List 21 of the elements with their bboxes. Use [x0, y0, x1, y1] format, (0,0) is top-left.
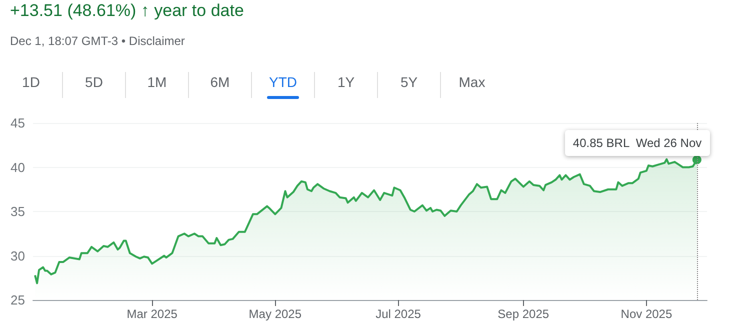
y-tick-label: 35 [10, 204, 25, 219]
text: 1D [0, 72, 63, 98]
y-tick-label: 45 [10, 116, 25, 130]
text: 1M [126, 72, 189, 98]
text: 1Y [315, 72, 378, 98]
y-tick-label: 40 [10, 160, 25, 175]
y-tick-label: 30 [10, 248, 25, 264]
text: 6M [189, 72, 252, 98]
chart-subtitle: Dec 1, 18:07 GMT-3 • Disclaimer [10, 34, 185, 48]
text: 5Y [378, 72, 441, 98]
y-tick-label: 25 [10, 292, 25, 308]
text: YTD [252, 72, 315, 98]
x-tick-label: May 2025 [248, 307, 302, 321]
x-tick-label: Sep 2025 [498, 307, 550, 321]
chart-title: +13.51 (48.61%) ↑ year to date [10, 1, 244, 21]
x-tick-label: Mar 2025 [126, 307, 178, 321]
text: Max [458, 73, 486, 92]
annotation: 40.85 BRL Wed 26 Nov [564, 130, 710, 156]
text: 5D [63, 72, 126, 98]
x-tick-label: Nov 2025 [620, 307, 672, 321]
x-tick-label: Jul 2025 [376, 307, 422, 321]
